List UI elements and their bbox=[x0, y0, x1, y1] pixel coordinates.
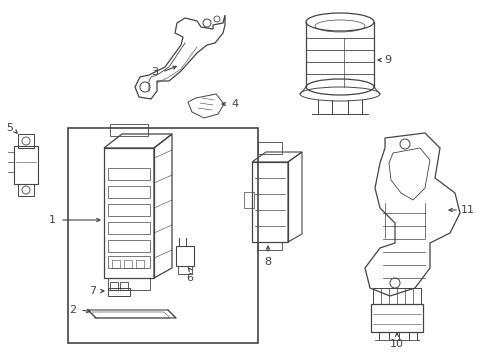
Bar bbox=[108, 278, 150, 290]
Bar bbox=[371, 304, 423, 332]
Bar bbox=[108, 256, 150, 268]
Bar bbox=[108, 204, 150, 216]
Text: 1: 1 bbox=[49, 215, 55, 225]
Bar bbox=[108, 240, 150, 252]
Text: 10: 10 bbox=[390, 339, 404, 349]
Text: 3: 3 bbox=[151, 67, 158, 77]
Text: 2: 2 bbox=[69, 305, 76, 315]
Bar bbox=[108, 186, 150, 198]
Text: 7: 7 bbox=[89, 286, 96, 296]
Bar bbox=[108, 288, 130, 296]
Bar bbox=[176, 246, 194, 266]
Text: 5: 5 bbox=[6, 123, 14, 133]
Text: 11: 11 bbox=[461, 205, 475, 215]
Bar bbox=[104, 148, 154, 278]
Bar bbox=[124, 260, 132, 268]
Bar bbox=[18, 134, 34, 148]
Bar bbox=[18, 184, 34, 196]
Bar bbox=[178, 266, 192, 274]
Bar bbox=[108, 168, 150, 180]
Bar bbox=[258, 142, 282, 154]
Bar bbox=[373, 288, 421, 304]
Bar bbox=[136, 260, 144, 268]
Text: 6: 6 bbox=[187, 273, 194, 283]
Text: 4: 4 bbox=[231, 99, 239, 109]
Bar bbox=[244, 192, 254, 208]
Bar bbox=[68, 128, 258, 343]
Bar bbox=[110, 124, 148, 136]
Bar bbox=[112, 260, 120, 268]
Bar bbox=[252, 162, 288, 242]
Bar bbox=[108, 222, 150, 234]
Bar bbox=[14, 146, 38, 184]
Text: 9: 9 bbox=[385, 55, 392, 65]
Bar bbox=[120, 282, 128, 290]
Text: 8: 8 bbox=[265, 257, 271, 267]
Bar bbox=[258, 242, 282, 250]
Bar bbox=[110, 282, 118, 290]
